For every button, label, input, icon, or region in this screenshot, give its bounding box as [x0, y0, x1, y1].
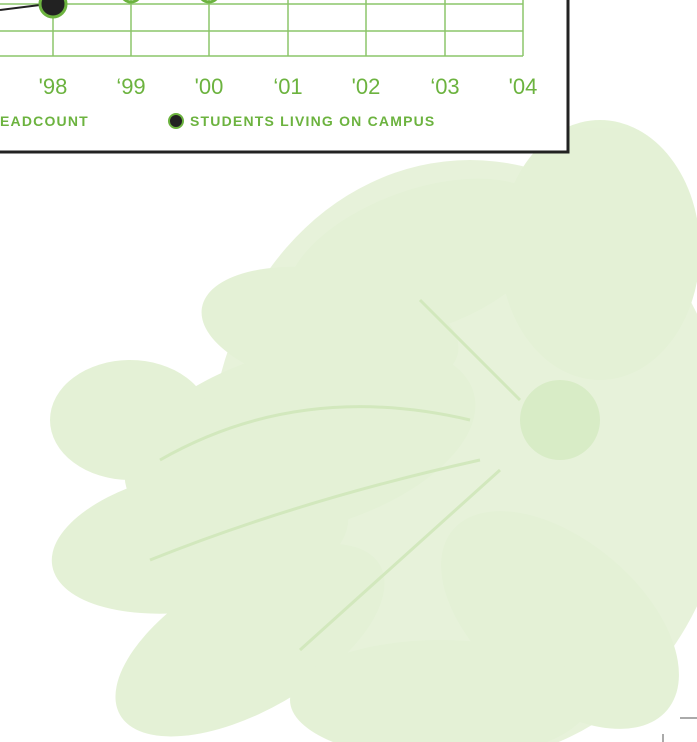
labels: '98 ‘99 '00 ‘01 '02 ‘03 '04 EADCOUNT STUDENTS LI… — [0, 0, 697, 742]
x-label: ‘03 — [430, 74, 459, 99]
x-label: ‘01 — [273, 74, 302, 99]
x-label: '02 — [352, 74, 381, 99]
x-label: '98 — [39, 74, 68, 99]
legend-label: STUDENTS LIVING ON CAMPUS — [190, 113, 435, 129]
legend-label: EADCOUNT — [0, 113, 89, 129]
x-label: ‘99 — [116, 74, 145, 99]
x-label: '00 — [195, 74, 224, 99]
page: '98 ‘99 '00 ‘01 '02 ‘03 '04 EADCOUNT STUDENTS LI… — [0, 0, 697, 742]
x-label: '04 — [509, 74, 538, 99]
